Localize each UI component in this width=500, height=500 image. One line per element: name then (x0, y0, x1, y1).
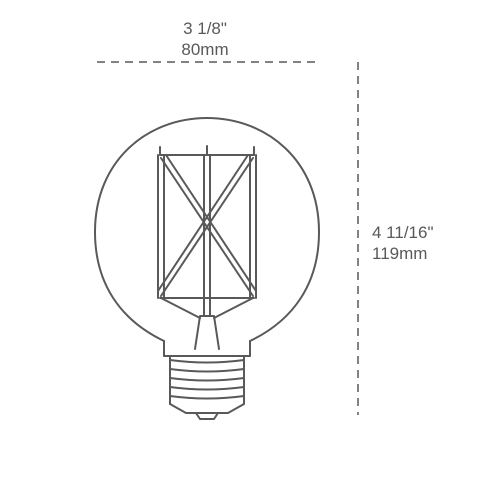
width-mm: 80mm (181, 39, 228, 60)
bulb-neck (164, 341, 250, 356)
bulb-stem (195, 156, 219, 349)
bulb-drawing (95, 118, 319, 419)
bulb-base (170, 356, 244, 419)
height-mm: 119mm (372, 243, 434, 264)
bulb-dimension-diagram: 3 1/8" 80mm 4 11/16" 119mm (0, 0, 500, 500)
width-inches: 3 1/8" (181, 18, 228, 39)
bulb-filament (158, 146, 256, 318)
height-label: 4 11/16" 119mm (372, 222, 434, 265)
width-label: 3 1/8" 80mm (181, 18, 228, 61)
height-inches: 4 11/16" (372, 222, 434, 243)
